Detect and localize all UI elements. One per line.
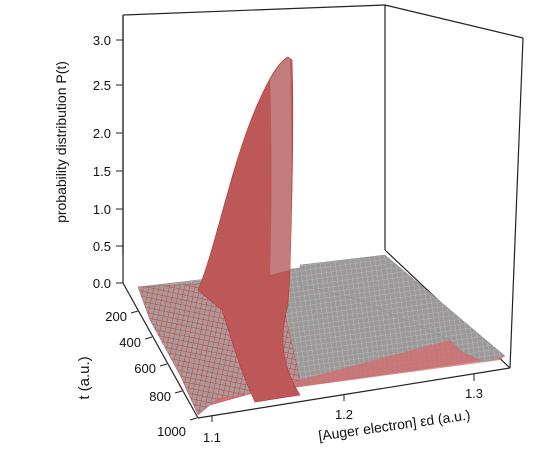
y-tick-label: 1000	[157, 424, 186, 439]
y-tick-mark	[174, 390, 183, 394]
x-tick-label: 1.1	[203, 430, 221, 445]
y-tick-label: 200	[105, 309, 127, 324]
x-axis-line	[197, 367, 511, 419]
x-tick-label: 1.3	[465, 386, 483, 401]
z-tick-label: 2.5	[93, 78, 111, 93]
x-tick-labels: 1.1 1.2 1.3	[203, 386, 483, 445]
surface-mesh	[137, 56, 506, 416]
box-edge-right-top	[384, 4, 524, 39]
surface-peak-back	[270, 58, 292, 275]
y-axis-title: t (a.u.)	[76, 356, 93, 399]
z-tick-label: 0.0	[93, 276, 111, 291]
y-tick-mark	[189, 417, 198, 421]
y-tick-label: 600	[134, 361, 156, 376]
y-tick-mark	[159, 363, 168, 367]
z-tick-label: 1.0	[93, 202, 111, 217]
y-tick-mark	[130, 310, 139, 314]
z-tick-label: 3.0	[93, 33, 111, 48]
box-edge-back-top	[122, 4, 386, 16]
z-tick-label: 1.5	[93, 164, 111, 179]
y-tick-mark	[144, 336, 153, 340]
z-tick-label: 0.5	[93, 239, 111, 254]
y-tick-label: 800	[149, 389, 171, 404]
box-edge-front-right-vertical	[509, 37, 524, 369]
x-tick-label: 1.2	[335, 407, 353, 422]
x-ticks	[211, 374, 475, 422]
y-ticks	[130, 310, 198, 421]
z-tick-label: 2.0	[93, 126, 111, 141]
z-ticks	[116, 39, 123, 284]
y-axis-line	[122, 282, 199, 419]
y-tick-label: 400	[119, 335, 141, 350]
z-tick-labels: 0.0 0.5 1.0 1.5 2.0 2.5 3.0	[93, 33, 111, 291]
y-tick-labels: 200 400 600 800 1000	[105, 309, 186, 439]
z-axis-title: probability distribution P(t)	[53, 61, 69, 223]
